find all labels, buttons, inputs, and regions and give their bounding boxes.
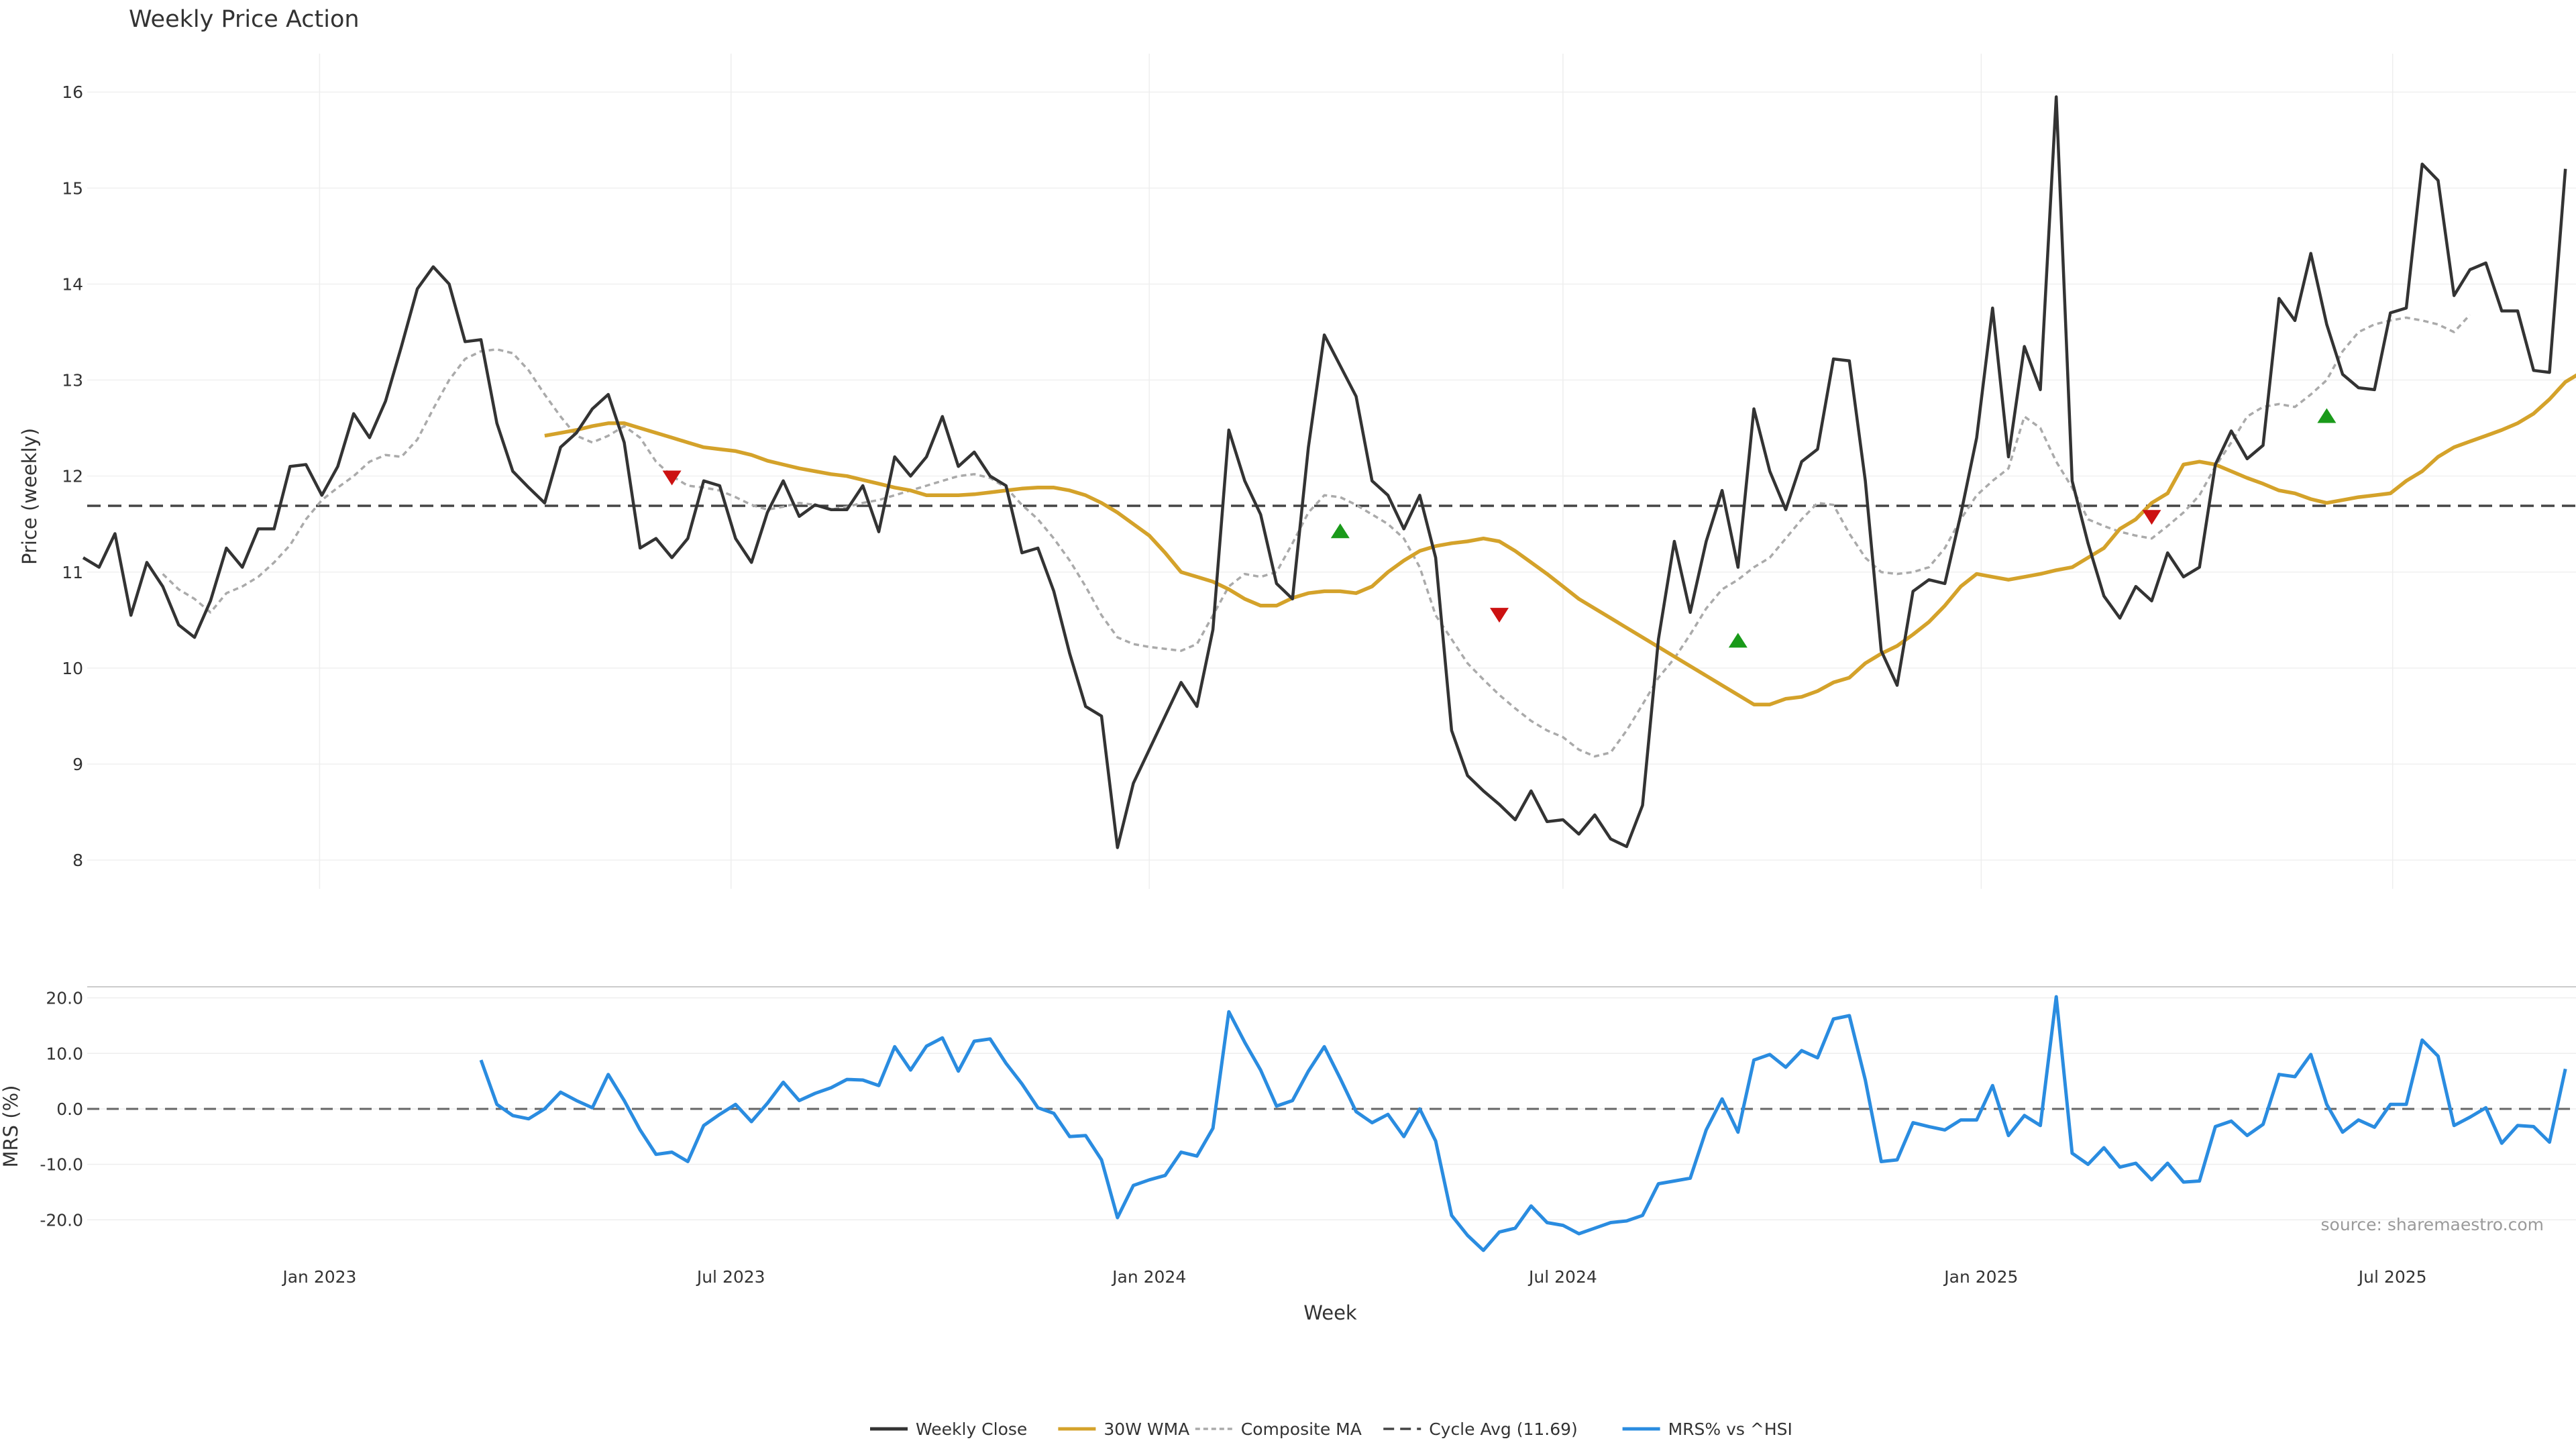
mrs-legend-label: MRS% vs ^HSI [1668, 1419, 1792, 1439]
mrs-y-tick-label: -10.0 [40, 1155, 83, 1175]
close-series-line [82, 95, 2567, 849]
wma-series-line [544, 373, 2576, 706]
x-tick-label: Jan 2025 [1943, 1267, 2018, 1287]
price-y-tick-label: 15 [62, 178, 83, 198]
buy-signal-marker [2317, 408, 2337, 423]
price-y-tick-label: 14 [62, 274, 83, 294]
source-note: source: sharemaestro.com [2321, 1215, 2544, 1234]
mrs-y-tick-label: -20.0 [40, 1210, 83, 1230]
mrs-y-tick-label: 20.0 [46, 989, 83, 1008]
price-y-tick-label: 11 [62, 563, 83, 582]
x-tick-label: Jan 2023 [281, 1267, 356, 1287]
price-y-tick-label: 13 [62, 371, 83, 390]
price-y-tick-label: 16 [62, 83, 83, 102]
mrs-series-line [479, 995, 2567, 1252]
price-y-tick-label: 9 [72, 755, 83, 774]
mrs-y-axis-label: MRS (%) [0, 1085, 22, 1168]
mrs-y-ticks: -20.0 -10.0 0.0 10.0 20.0 [40, 989, 83, 1230]
buy-signal-marker [1728, 633, 1748, 648]
x-tick-label: Jul 2023 [696, 1267, 765, 1287]
mrs-y-tick-label: 0.0 [56, 1099, 83, 1119]
x-axis-label: Week [1303, 1301, 1357, 1324]
price-y-axis-label: Price (weekly) [18, 428, 41, 565]
x-tick-label: Jan 2024 [1111, 1267, 1186, 1287]
price-series [82, 95, 2576, 849]
price-gridlines [87, 54, 2576, 889]
price-y-ticks: 8 9 10 11 12 13 14 15 16 [62, 83, 83, 870]
price-y-tick-label: 10 [62, 659, 83, 678]
composite-legend-label: Composite MA [1241, 1419, 1362, 1439]
sell-signal-marker [662, 470, 682, 486]
mrs-series [87, 995, 2576, 1252]
sell-signal-marker [2142, 510, 2161, 525]
close-legend-label: Weekly Close [916, 1419, 1027, 1439]
cycle-legend-label: Cycle Avg (11.69) [1429, 1419, 1578, 1439]
price-y-tick-label: 12 [62, 467, 83, 486]
mrs-y-tick-label: 10.0 [46, 1044, 83, 1063]
signal-markers [662, 408, 2337, 648]
x-tick-label: Jul 2024 [1527, 1267, 1597, 1287]
buy-signal-marker [1330, 523, 1350, 539]
price-y-tick-label: 8 [72, 851, 83, 870]
chart-title: Weekly Price Action [129, 6, 360, 33]
legend: Weekly Close 30W WMA Composite MA Cycle Avg… [870, 1419, 1792, 1439]
x-axis-ticks: Jan 2023 Jul 2023 Jan 2024 Jul 2024 Jan 2025… [281, 1267, 2426, 1287]
x-tick-label: Jul 2025 [2357, 1267, 2427, 1287]
wma-legend-label: 30W WMA [1104, 1419, 1189, 1439]
composite-series-line [162, 314, 2471, 758]
sell-signal-marker [1490, 608, 1509, 623]
